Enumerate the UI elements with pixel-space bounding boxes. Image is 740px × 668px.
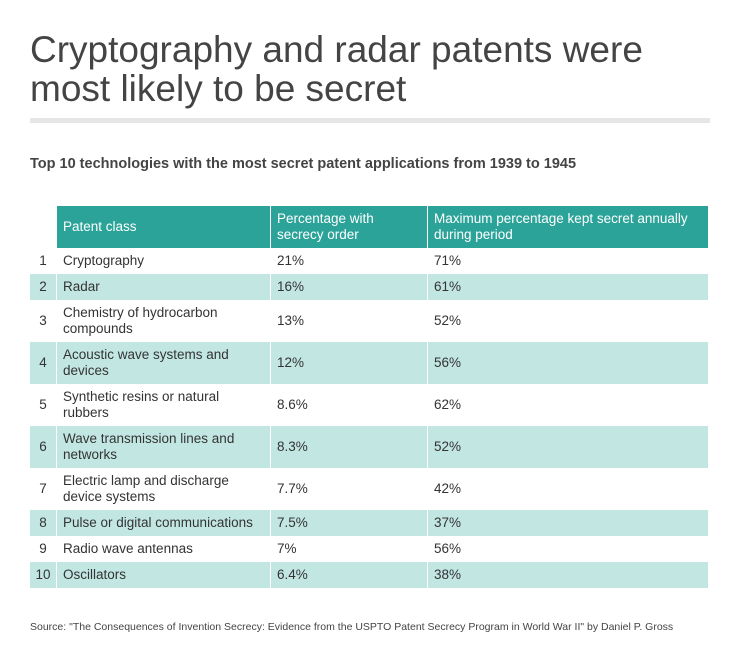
rank-cell: 5	[39, 397, 47, 412]
max-pct-cell: 42%	[427, 468, 708, 510]
rank-header	[30, 206, 57, 248]
table-row: 6 Wave transmission lines and networks 8…	[30, 426, 708, 468]
patent-class-cell: Pulse or digital communications	[56, 510, 271, 536]
max-pct-cell: 71%	[427, 248, 708, 274]
max-pct-cell: 56%	[427, 536, 708, 562]
rank-cell: 3	[39, 313, 47, 328]
pct-secrecy-cell: 7.7%	[270, 468, 428, 510]
patent-class-cell: Acoustic wave systems and devices	[56, 342, 271, 384]
patent-class-cell: Wave transmission lines and networks	[56, 426, 271, 468]
patent-class-cell: Synthetic resins or natural rubbers	[56, 384, 271, 426]
rank-cell: 6	[30, 426, 57, 468]
rank-cell: 10	[30, 562, 57, 588]
patent-class-cell: Cryptography	[56, 248, 271, 274]
max-pct-cell: 61%	[427, 274, 708, 300]
patent-class-cell: Radio wave antennas	[56, 536, 271, 562]
max-pct-cell: 52%	[427, 300, 708, 342]
source-note: Source: "The Consequences of Invention S…	[30, 621, 674, 633]
pct-secrecy-cell: 16%	[270, 274, 428, 300]
pct-secrecy-cell: 7.5%	[270, 510, 428, 536]
pct-secrecy-cell: 7%	[270, 536, 428, 562]
column-header-patent-class: Patent class	[56, 206, 271, 248]
chart-title: Cryptography and radar patents were most…	[30, 29, 643, 109]
rank-cell: 9	[39, 541, 47, 556]
table-row: 4 Acoustic wave systems and devices 12% …	[30, 342, 708, 384]
max-pct-cell: 56%	[427, 342, 708, 384]
rank-cell: 4	[30, 342, 57, 384]
pct-secrecy-cell: 6.4%	[270, 562, 428, 588]
chart-subtitle: Top 10 technologies with the most secret…	[30, 156, 577, 172]
rank-cell: 2	[30, 274, 57, 300]
title-divider	[30, 118, 710, 123]
table-row: 3 Chemistry of hydrocarbon compounds 13%…	[30, 300, 708, 342]
column-header-max-pct: Maximum percentage kept secret annually …	[427, 206, 708, 248]
table-row: 5 Synthetic resins or natural rubbers 8.…	[30, 384, 708, 426]
rank-cell: 7	[39, 481, 47, 496]
table-row: 2 Radar 16% 61%	[30, 274, 708, 300]
table-row: 1 Cryptography 21% 71%	[30, 248, 708, 274]
patent-class-cell: Oscillators	[56, 562, 271, 588]
rank-cell: 8	[30, 510, 57, 536]
patent-class-cell: Electric lamp and discharge device syste…	[56, 468, 271, 510]
pct-secrecy-cell: 8.6%	[270, 384, 428, 426]
max-pct-cell: 62%	[427, 384, 708, 426]
pct-secrecy-cell: 13%	[270, 300, 428, 342]
pct-secrecy-cell: 8.3%	[270, 426, 428, 468]
table-row: 8 Pulse or digital communications 7.5% 3…	[30, 510, 708, 536]
table-row: 9 Radio wave antennas 7% 56%	[30, 536, 708, 562]
table-row: 10 Oscillators 6.4% 38%	[30, 562, 708, 588]
max-pct-cell: 37%	[427, 510, 708, 536]
max-pct-cell: 38%	[427, 562, 708, 588]
max-pct-cell: 52%	[427, 426, 708, 468]
table-row: 7 Electric lamp and discharge device sys…	[30, 468, 708, 510]
table-header-row: Patent class Percentage with secrecy ord…	[30, 206, 708, 248]
rank-cell: 1	[39, 253, 47, 268]
pct-secrecy-cell: 21%	[270, 248, 428, 274]
column-header-pct-secrecy: Percentage with secrecy order	[270, 206, 428, 248]
patent-class-cell: Chemistry of hydrocarbon compounds	[56, 300, 271, 342]
pct-secrecy-cell: 12%	[270, 342, 428, 384]
patent-class-cell: Radar	[56, 274, 271, 300]
patent-table: Patent class Percentage with secrecy ord…	[30, 206, 708, 588]
